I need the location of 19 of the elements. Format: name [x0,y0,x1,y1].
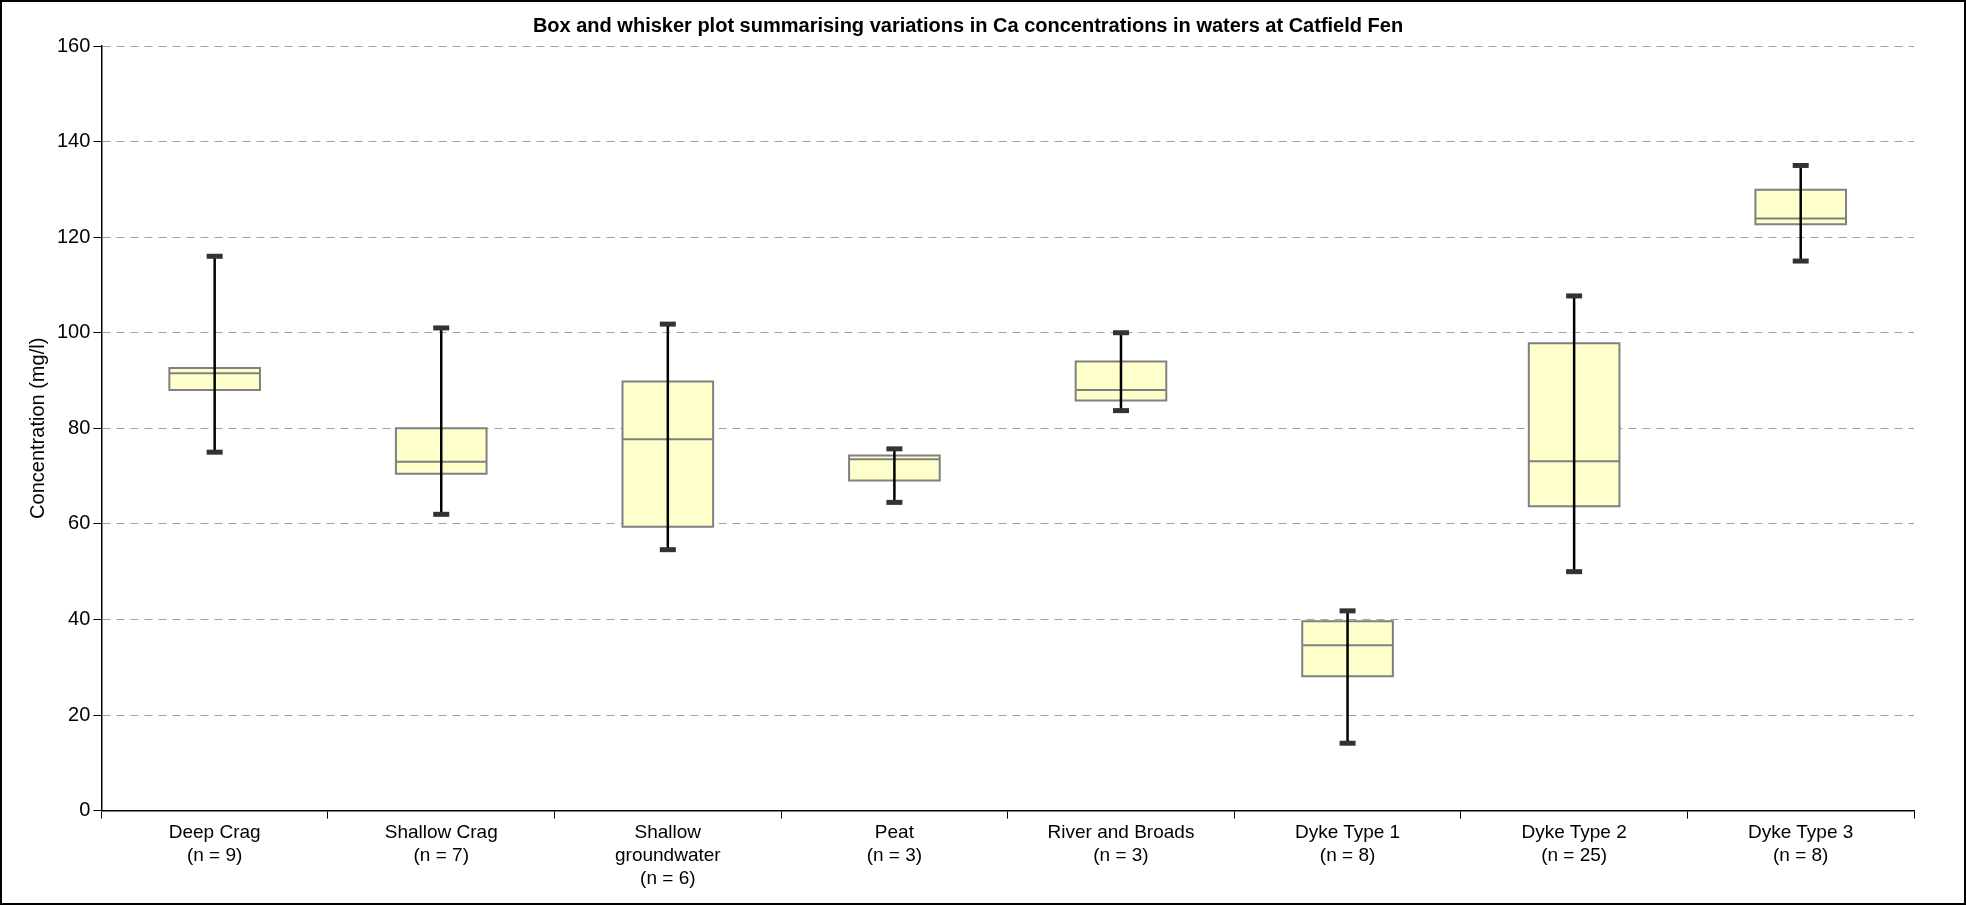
chart-title: Box and whisker plot summarising variations in Ca concentrations in waters at Catfield Fen [532,13,1404,36]
x-tick-label: Dyke Type 1 (n = 8) [1294,821,1401,866]
x-tick-label: Deep Crag (n = 9) [168,821,261,866]
x-tick-label: Dyke Type 3 (n = 8) [1748,821,1854,866]
x-tick-label: Shallow groundwater (n = 6) [615,821,722,888]
x-tick-label: Dyke Type 2 (n = 25) [1521,821,1627,866]
x-tick-label: Peat (n = 3) [866,821,923,866]
x-tick-label: Shallow Crag (n = 7) [384,821,498,866]
y-tick-label: 40 [68,606,91,629]
y-tick-label: 20 [68,702,91,725]
y-tick-label: 100 [56,320,91,343]
x-tick-label: River and Broads (n = 3) [1047,821,1195,866]
y-tick-label: 80 [68,415,91,438]
y-axis-title: Concentration (mg/l) [25,337,48,519]
y-tick-label: 140 [56,129,91,152]
y-tick-label: 120 [56,224,91,247]
y-tick-label: 0 [79,798,91,821]
y-tick-label: 160 [56,33,91,56]
y-tick-label: 60 [68,511,91,534]
